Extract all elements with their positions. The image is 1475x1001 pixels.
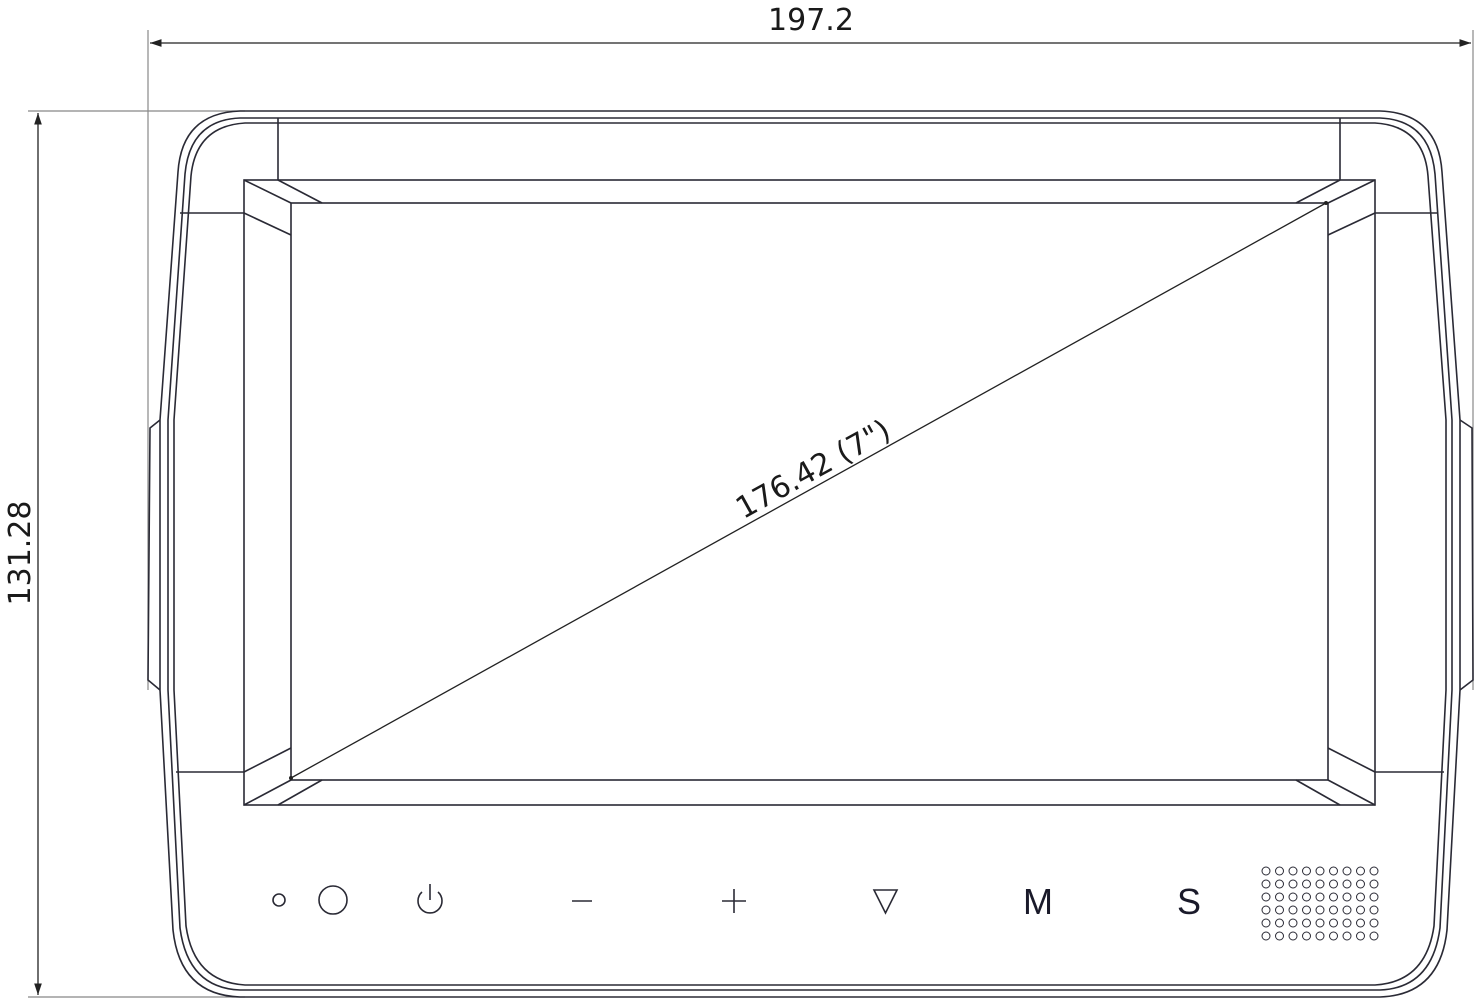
speaker-hole xyxy=(1275,918,1284,928)
left-side-tab xyxy=(147,419,161,691)
speaker-hole xyxy=(1288,866,1298,876)
down-triangle-icon[interactable] xyxy=(872,889,899,915)
menu-button[interactable]: M xyxy=(1023,881,1053,922)
screen xyxy=(290,202,1329,781)
diagonal-label: 176.42 (7") xyxy=(730,413,896,526)
speaker-hole xyxy=(1315,905,1325,915)
speaker-hole xyxy=(1288,905,1298,915)
speaker-hole xyxy=(1356,879,1365,889)
speaker-hole xyxy=(1275,879,1284,889)
speaker-hole xyxy=(1302,931,1311,941)
speaker-hole xyxy=(1342,879,1352,889)
height-label: 131.28 xyxy=(3,501,38,606)
speaker-hole xyxy=(1369,879,1379,889)
width-dimension: 197.2 xyxy=(147,3,1474,690)
speaker-hole xyxy=(1356,918,1365,928)
speaker-hole xyxy=(1356,866,1365,876)
speaker-hole xyxy=(1261,879,1271,889)
speaker-hole xyxy=(1369,892,1379,902)
speaker-hole xyxy=(1342,866,1352,876)
speaker-hole xyxy=(1315,879,1325,889)
speaker-hole xyxy=(1302,905,1311,915)
sensor-icon xyxy=(318,885,348,915)
speaker-hole xyxy=(1275,905,1284,915)
speaker-hole xyxy=(1342,931,1352,941)
height-dimension: 131.28 xyxy=(3,110,245,998)
right-side-tab xyxy=(1459,419,1474,691)
speaker-hole xyxy=(1275,866,1284,876)
speaker-hole xyxy=(1302,879,1311,889)
speaker-hole xyxy=(1329,931,1338,941)
speaker-hole xyxy=(1261,866,1271,876)
speaker-hole xyxy=(1288,892,1298,902)
speaker-hole xyxy=(1261,918,1271,928)
speaker-hole xyxy=(1329,892,1338,902)
speaker-grille xyxy=(1261,866,1379,941)
speaker-hole xyxy=(1369,866,1379,876)
width-label: 197.2 xyxy=(768,3,854,38)
speaker-hole xyxy=(1261,931,1271,941)
speaker-hole xyxy=(1315,918,1325,928)
speaker-hole xyxy=(1369,918,1379,928)
speaker-hole xyxy=(1315,892,1325,902)
control-panel: M S xyxy=(272,866,1379,941)
speaker-hole xyxy=(1275,892,1284,902)
source-button[interactable]: S xyxy=(1177,881,1201,922)
speaker-hole xyxy=(1315,931,1325,941)
speaker-hole xyxy=(1261,905,1271,915)
speaker-hole xyxy=(1329,918,1338,928)
speaker-hole xyxy=(1329,879,1338,889)
speaker-hole xyxy=(1369,931,1379,941)
plus-icon[interactable] xyxy=(722,889,746,913)
speaker-hole xyxy=(1369,905,1379,915)
screen-bezel xyxy=(243,179,1376,806)
diagonal-dimension: 176.42 (7") xyxy=(289,201,1328,780)
speaker-hole xyxy=(1356,905,1365,915)
speaker-hole xyxy=(1356,931,1365,941)
speaker-hole xyxy=(1288,931,1298,941)
speaker-hole xyxy=(1329,866,1338,876)
speaker-hole xyxy=(1275,931,1284,941)
speaker-hole xyxy=(1302,866,1311,876)
speaker-hole xyxy=(1356,892,1365,902)
speaker-hole xyxy=(1288,918,1298,928)
speaker-hole xyxy=(1342,892,1352,902)
speaker-hole xyxy=(1288,879,1298,889)
speaker-hole xyxy=(1302,918,1311,928)
speaker-hole xyxy=(1302,892,1311,902)
speaker-hole xyxy=(1329,905,1338,915)
monitor-body xyxy=(147,110,1474,998)
led-indicator-icon xyxy=(272,893,286,907)
speaker-hole xyxy=(1261,892,1271,902)
speaker-hole xyxy=(1315,866,1325,876)
speaker-hole xyxy=(1342,918,1352,928)
power-icon[interactable] xyxy=(417,884,443,914)
speaker-hole xyxy=(1342,905,1352,915)
